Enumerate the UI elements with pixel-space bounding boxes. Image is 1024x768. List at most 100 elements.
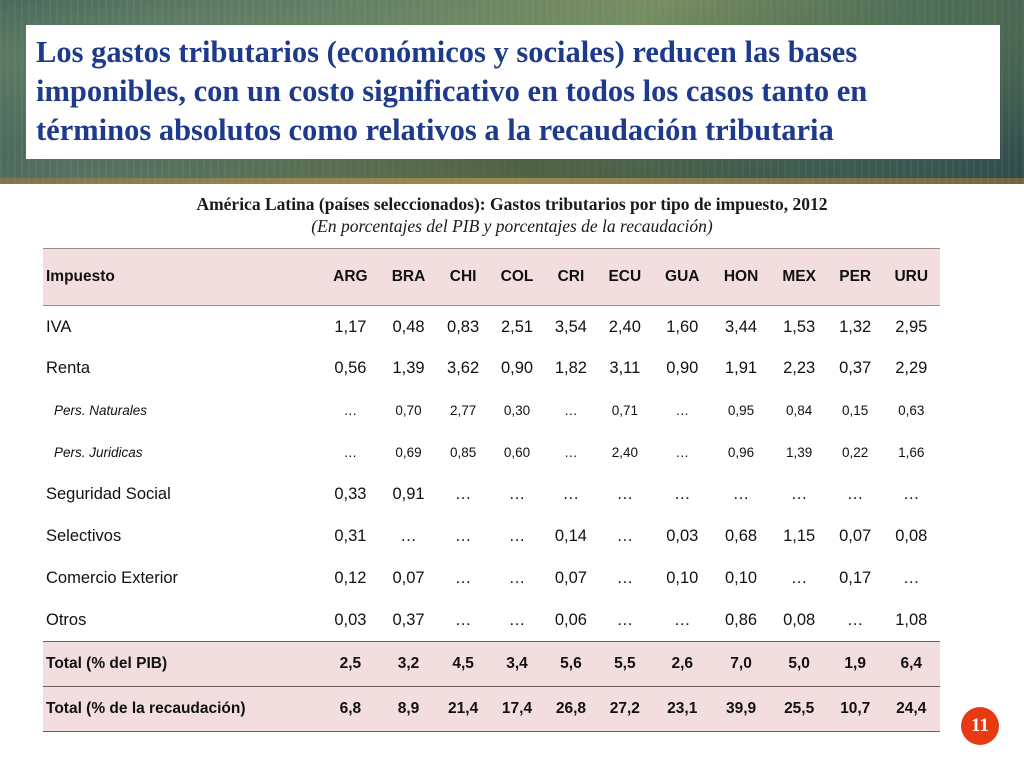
table-cell: 0,07 <box>839 527 872 545</box>
table-cell: 1,60 <box>666 318 699 337</box>
table-cell: … <box>790 569 808 587</box>
table-cell: … <box>846 485 864 503</box>
table-cell: 24,4 <box>882 686 940 732</box>
table-cell: … <box>616 569 634 587</box>
table-cell: 1,9 <box>827 641 883 687</box>
table-caption: América Latina (países seleccionados): G… <box>196 194 828 214</box>
table-cell: 0,37 <box>839 359 872 377</box>
table-cell: 2,6 <box>652 641 712 687</box>
row-label: Total (% del PIB) <box>43 641 321 687</box>
table-cell: 39,9 <box>711 686 771 732</box>
table-cell: 1,17 <box>334 318 367 337</box>
table-row: Total (% de la recaudación) 6,8 8,9 21,4 17,… <box>43 686 940 732</box>
table-cell: … <box>343 403 358 418</box>
table-cell: … <box>675 403 690 418</box>
table-cell: 6,8 <box>321 686 380 732</box>
table-cell: 2,29 <box>895 359 928 377</box>
row-label: Seguridad Social <box>46 485 171 503</box>
table-cell: 21,4 <box>437 686 490 732</box>
col-header-mex: MEX <box>770 248 828 306</box>
table-header-row: Impuesto ARG BRA CHI COL CRI ECU GUA HON… <box>43 248 940 306</box>
col-header-arg: ARG <box>321 248 380 306</box>
col-header-per: PER <box>827 248 883 306</box>
table-cell: 7,0 <box>711 641 771 687</box>
row-label: Pers. Juridicas <box>54 445 143 460</box>
col-header-chi: CHI <box>437 248 490 306</box>
table-cell: 0,31 <box>334 527 367 545</box>
table-cell: 0,86 <box>724 610 758 629</box>
table-cell: 0,84 <box>786 403 813 418</box>
table-cell: 3,11 <box>609 359 641 377</box>
table-row: Otros 0,03 0,37 … … 0,06 … … 0,86 0,08 … 1,08 <box>43 600 940 642</box>
table-cell: 0,63 <box>898 403 925 418</box>
table-cell: 3,44 <box>724 318 758 337</box>
table-cell: … <box>454 527 472 545</box>
table-row: Comercio Exterior 0,12 0,07 … … 0,07 … 0,10 0,10… <box>43 558 940 600</box>
table-cell: … <box>616 527 634 545</box>
table-cell: 1,15 <box>783 527 816 545</box>
table-cell: 0,70 <box>395 403 422 418</box>
table-cell: … <box>616 485 634 503</box>
table-cell: 8,9 <box>379 686 438 732</box>
table-row: Total (% del PIB) 2,5 3,2 4,5 3,4 5,6 5,5 2,6 7,… <box>43 641 940 687</box>
table-cell: 1,32 <box>839 318 872 337</box>
table-cell: … <box>508 569 526 587</box>
table-cell: 1,82 <box>554 359 587 377</box>
table-cell: 2,40 <box>611 445 638 460</box>
row-label: Comercio Exterior <box>46 569 179 587</box>
table-cell: … <box>400 527 417 545</box>
table-cell: 2,51 <box>500 318 534 337</box>
table-cell: 0,48 <box>392 318 425 337</box>
table-cell: 0,03 <box>666 527 699 545</box>
col-header-bra: BRA <box>379 248 438 306</box>
table-cell: 0,07 <box>392 569 425 587</box>
table-cell: … <box>616 610 634 629</box>
row-label: Selectivos <box>46 527 122 545</box>
table-cell: … <box>790 485 808 503</box>
table-cell: 2,40 <box>608 318 641 337</box>
row-label: IVA <box>46 318 72 337</box>
table-cell: … <box>846 610 864 629</box>
table-cell: 0,85 <box>449 445 477 460</box>
table-cell: … <box>903 569 920 587</box>
table-cell: 0,95 <box>727 403 755 418</box>
table-cell: 10,7 <box>827 686 883 732</box>
table-cell: 0,96 <box>727 445 755 460</box>
table-cell: … <box>508 610 526 629</box>
table-cell: 1,39 <box>392 359 425 377</box>
table-cell: 2,77 <box>449 403 477 418</box>
table-cell: 3,2 <box>379 641 438 687</box>
table-cell: 17,4 <box>489 686 546 732</box>
table-cell: … <box>343 445 358 460</box>
table-cell: 0,90 <box>666 359 699 377</box>
table-cell: 0,83 <box>447 318 480 337</box>
slide-title: Los gastos tributarios (económicos y soc… <box>36 35 868 147</box>
table-cell: 0,14 <box>554 527 587 545</box>
table-cell: 1,39 <box>786 445 813 460</box>
col-header-hon: HON <box>711 248 771 306</box>
table-cell: 1,66 <box>898 445 925 460</box>
table-row: Seguridad Social 0,33 0,91……………………… <box>43 474 940 516</box>
row-label: Otros <box>46 610 87 629</box>
page-number-badge: 11 <box>961 707 999 745</box>
row-label: Pers. Naturales <box>54 403 148 418</box>
table-cell: 0,10 <box>724 569 758 587</box>
table-cell: 0,15 <box>842 403 869 418</box>
table-cell: 3,4 <box>489 641 546 687</box>
table-cell: 0,08 <box>783 610 816 629</box>
table-cell: 23,1 <box>652 686 712 732</box>
col-header-gua: GUA <box>652 248 712 306</box>
table-cell: … <box>454 610 472 629</box>
table-cell: 0,30 <box>503 403 531 418</box>
table-cell: 3,62 <box>447 359 480 377</box>
table-row: Pers. Naturales … 0,70 2,77 0,30 … 0,71 … 0,95 0,… <box>43 390 940 432</box>
col-header-cri: CRI <box>545 248 597 306</box>
table-subcaption: (En porcentajes del PIB y porcentajes de… <box>311 216 713 236</box>
table-cell: 0,22 <box>842 445 869 460</box>
table-cell: … <box>508 485 526 503</box>
title-box: Los gastos tributarios (económicos y soc… <box>26 25 1000 159</box>
table-cell: … <box>675 445 690 460</box>
col-header-uru: URU <box>882 248 940 306</box>
table-cell: 0,71 <box>611 403 638 418</box>
table-row: IVA 1,17 0,48 0,83 2,51 3,54 2,40 1,60 3,44 1,53 1… <box>43 306 940 348</box>
